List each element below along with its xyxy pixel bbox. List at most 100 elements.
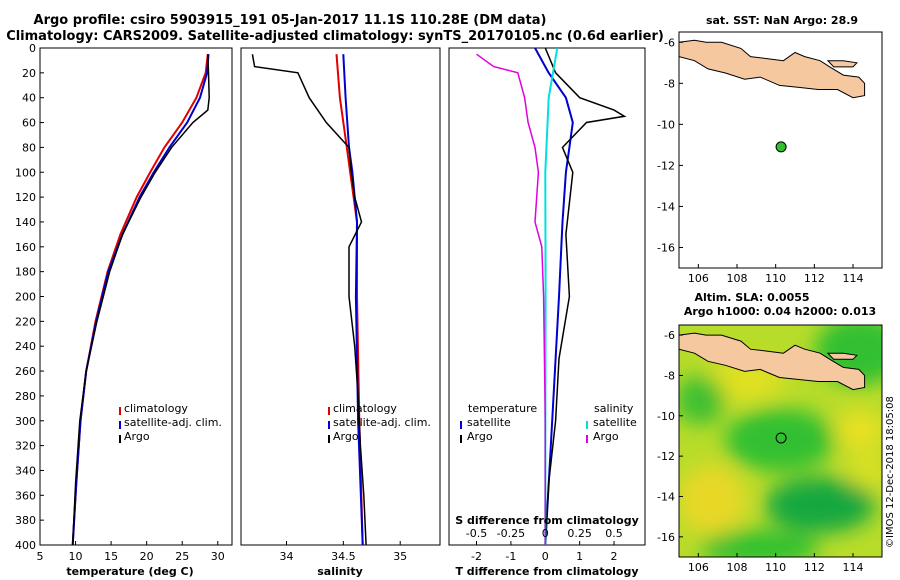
depth-tick-label: 260 [15,365,36,378]
lon-tick-label: 110 [765,561,786,574]
x-tick-label: 15 [104,550,118,563]
lon-tick-label: 114 [843,272,864,285]
legend-argo: Argo [124,430,150,443]
lon-tick-label: 106 [688,561,709,574]
x-tick-label: 10 [69,550,83,563]
depth-tick-label: 20 [22,67,36,80]
x-tick-label: 0 [542,550,549,563]
difference-xlabel: T difference from climatology [455,565,638,578]
legend-temperature-title: temperature [468,402,537,415]
lon-tick-label: 112 [804,561,825,574]
temperature-frame [39,47,233,546]
depth-tick-label: 400 [15,539,36,552]
temperature-lines [71,54,210,546]
java-landmass [678,39,866,99]
depth-tick-label: 100 [15,166,36,179]
x-tick-label: 35 [393,550,407,563]
temperature-panel: 0 20 40 60 80 100 120 140 160 180 200 220 240 260 280 3… [15,42,233,578]
depth-tick-label: 240 [15,340,36,353]
lat-tick-label: -14 [657,490,675,503]
depth-tick-label: 220 [15,315,36,328]
x-tick-label: 2 [611,550,618,563]
java-landmass [678,332,866,391]
title-line2: Climatology: CARS2009. Satellite-adjuste… [6,29,664,44]
lat-tick-label: -6 [664,329,675,342]
legend-sal-argo: Argo [593,430,619,443]
depth-tick-label: 0 [29,42,36,55]
lat-tick-label: -6 [664,36,675,49]
sla-blob [846,452,882,488]
x-tick-label: 25 [175,550,189,563]
x-tick-label: 20 [140,550,154,563]
sla-map-panel: Altim. SLA: 0.0055 Argo h1000: 0.04 h200… [657,291,883,574]
x-tick-label: -2 [471,550,482,563]
argo-location-marker [775,432,787,444]
lat-tick-label: -14 [657,200,675,213]
lat-tick-label: -8 [664,77,675,90]
series-temperature-argo [544,47,627,546]
difference-legend-temperature: temperature satellite Argo [460,402,537,443]
difference-lines [476,47,627,546]
legend-temp-argo: Argo [467,430,493,443]
depth-tick-label: 160 [15,241,36,254]
lat-tick-label: -12 [657,450,675,463]
temperature-legend: climatology satellite-adj. clim. Argo [119,402,222,443]
depth-tick-label: 120 [15,191,36,204]
difference-x-axis: -2 -1 0 1 2 [471,541,618,563]
x-tick-label: -1 [505,550,516,563]
depth-tick-label: 380 [15,514,36,527]
lat-tick-label: -10 [657,118,675,131]
series-climatology [335,54,364,546]
x-tick-label: 30 [211,550,225,563]
x-tick-label: 34.5 [331,550,356,563]
madura-island [826,60,858,68]
s-diff-tick-label: 0.25 [567,527,592,540]
salinity-panel: 34 34.5 35 salinity climatology satellite-… [240,47,441,578]
argo-location-marker [775,141,787,153]
legend-temp-satellite: satellite [467,416,511,429]
difference-top-xlabel: S difference from climatology [455,514,639,527]
legend-climatology: climatology [333,402,397,415]
madura-island [826,352,858,360]
sst-map-axes: 106 108 110 112 114 -6 -8 -10 -12 -14 -16 [657,36,863,285]
difference-legend-salinity: salinity satellite Argo [586,402,637,443]
salinity-frame [240,47,441,546]
x-tick-label: 5 [37,550,44,563]
sla-map-title1: Altim. SLA: 0.0055 [694,291,809,304]
series-salinity-argo [476,53,547,545]
sla-blob [835,410,882,450]
depth-tick-label: 180 [15,266,36,279]
depth-tick-label: 140 [15,216,36,229]
depth-axis: 0 20 40 60 80 100 120 140 160 180 200 220 240 260 280 3… [15,42,44,552]
title-line1: Argo profile: csiro 5903915_191 05-Jan-2… [34,13,547,28]
lon-tick-label: 108 [727,561,748,574]
salinity-x-axis: 34 34.5 35 [279,541,407,563]
legend-satellite: satellite-adj. clim. [124,416,222,429]
depth-tick-label: 340 [15,464,36,477]
lon-tick-label: 108 [727,272,748,285]
s-diff-tick-label: -0.5 [466,527,487,540]
sst-map-panel: sat. SST: NaN Argo: 28.9 106 108 110 112 114… [657,14,883,285]
depth-tick-label: 360 [15,489,36,502]
x-tick-label: 34 [279,550,293,563]
depth-tick-label: 40 [22,92,36,105]
sla-map-title2: Argo h1000: 0.04 h2000: 0.013 [684,305,876,318]
salinity-legend: climatology satellite-adj. clim. Argo [328,402,431,443]
depth-tick-label: 80 [22,141,36,154]
lon-tick-label: 112 [804,272,825,285]
temperature-x-axis: 5 10 15 20 25 30 [37,541,225,563]
sst-map-title: sat. SST: NaN Argo: 28.9 [706,14,858,27]
depth-tick-label: 280 [15,390,36,403]
depth-tick-label: 320 [15,440,36,453]
s-diff-tick-label: -0.25 [497,527,525,540]
difference-frame [448,47,646,546]
difference-panel: -2 -1 0 1 2 T difference from climatology S … [448,47,646,578]
lat-tick-label: -12 [657,159,675,172]
watermark: ©IMOS 12-Dec-2018 18:05:08 [885,396,896,548]
sst-map-land [678,39,866,99]
depth-tick-label: 300 [15,415,36,428]
depth-tick-label: 200 [15,291,36,304]
series-salinity-satellite [544,47,559,545]
lon-tick-label: 106 [688,272,709,285]
